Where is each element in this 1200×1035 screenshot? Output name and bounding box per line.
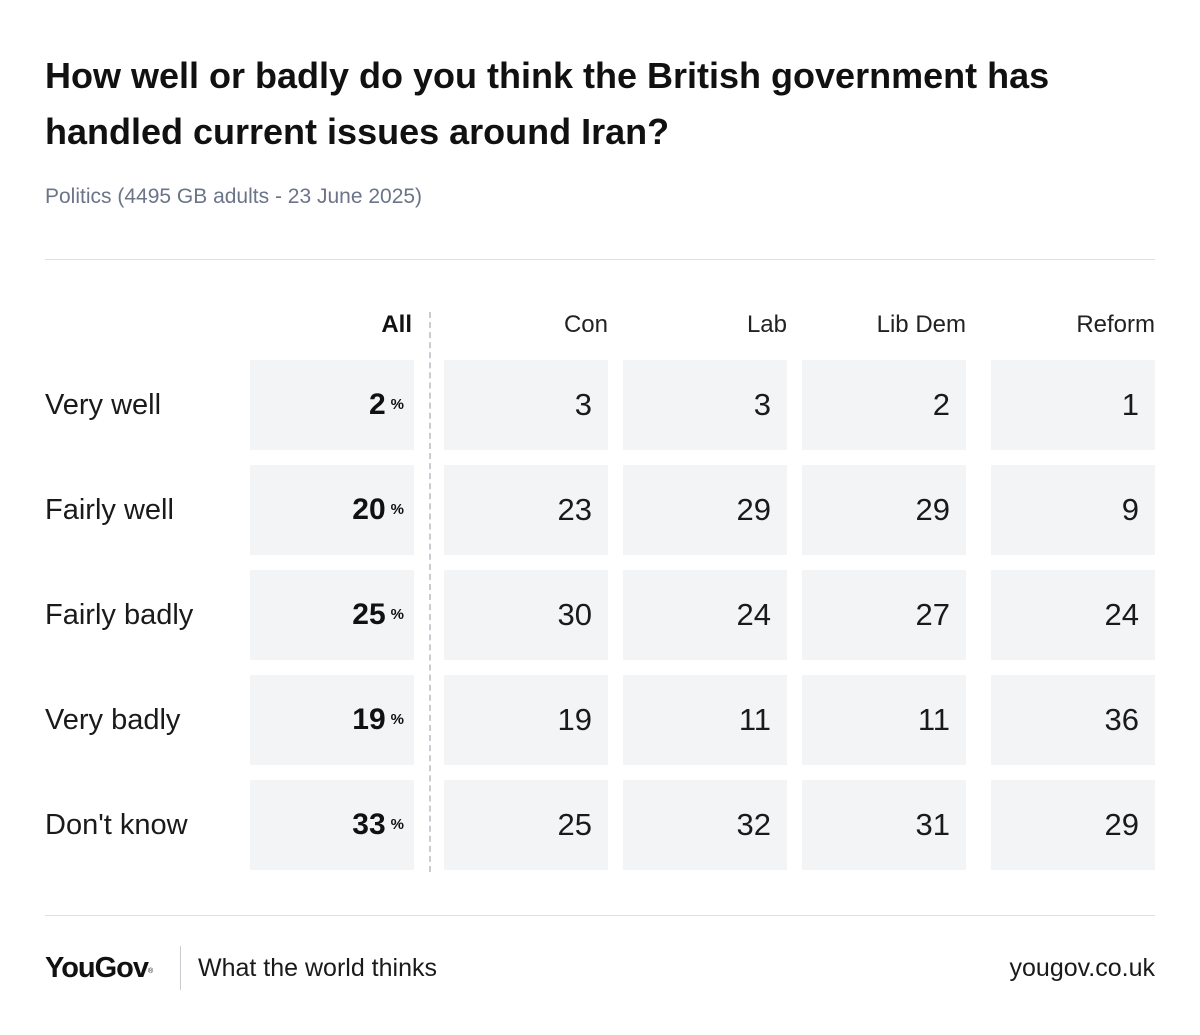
cell-value: 2 bbox=[368, 388, 386, 421]
table-cell: 36 bbox=[991, 675, 1155, 765]
tagline: What the world thinks bbox=[198, 954, 437, 982]
cell-value: 23 bbox=[557, 492, 592, 527]
table-cell: 33% bbox=[250, 780, 414, 870]
percent-sign: % bbox=[390, 605, 404, 623]
chart-title: How well or badly do you think the Briti… bbox=[45, 55, 1050, 152]
table-cell: 31 bbox=[802, 780, 966, 870]
percent-sign: % bbox=[390, 710, 404, 728]
percent-sign: % bbox=[390, 815, 404, 833]
cell-value: 24 bbox=[1104, 597, 1139, 632]
table-cell: 25% bbox=[250, 570, 414, 660]
percent-sign: % bbox=[390, 395, 404, 413]
cell-value: 3 bbox=[574, 387, 592, 422]
table-cell: 3 bbox=[444, 360, 608, 450]
table-cell: 11 bbox=[623, 675, 787, 765]
row-label-very-well: Very well bbox=[45, 389, 162, 421]
yougov-logo: YouGov® bbox=[45, 948, 153, 988]
cell-value: 2 bbox=[932, 387, 950, 422]
cell-value: 11 bbox=[738, 702, 771, 737]
row-label-fairly-badly: Fairly badly bbox=[45, 599, 194, 631]
table-cell: 1 bbox=[991, 360, 1155, 450]
cell-value: 1 bbox=[1121, 387, 1139, 422]
table-cell: 29 bbox=[623, 465, 787, 555]
row-label-fairly-well: Fairly well bbox=[45, 494, 174, 526]
row-label-very-badly: Very badly bbox=[45, 704, 181, 736]
table-cell: 30 bbox=[444, 570, 608, 660]
cell-value: 25 bbox=[557, 807, 592, 842]
column-header-lab: Lab bbox=[746, 311, 787, 338]
site-url: yougov.co.uk bbox=[1009, 954, 1155, 982]
cell-value: 29 bbox=[915, 492, 950, 527]
all-column-divider bbox=[429, 312, 431, 872]
table-cell: 24 bbox=[991, 570, 1155, 660]
cell-value: 30 bbox=[557, 597, 592, 632]
table-cell: 2% bbox=[250, 360, 414, 450]
top-divider bbox=[45, 259, 1155, 260]
cell-value: 19 bbox=[557, 702, 592, 737]
cell-value: 19 bbox=[352, 703, 386, 736]
cell-value: 36 bbox=[1104, 702, 1139, 737]
table-cell: 23 bbox=[444, 465, 608, 555]
cell-value: 32 bbox=[736, 807, 771, 842]
cell-value: 27 bbox=[915, 597, 950, 632]
table-cell: 19% bbox=[250, 675, 414, 765]
logo-divider bbox=[180, 946, 181, 990]
cell-value: 20 bbox=[352, 493, 386, 526]
column-header-lib-dem: Lib Dem bbox=[876, 311, 966, 338]
brand-text: YouGov bbox=[45, 952, 149, 984]
table-cell: 32 bbox=[623, 780, 787, 870]
cell-value: 29 bbox=[1104, 807, 1139, 842]
table-cell: 27 bbox=[802, 570, 966, 660]
row-label-don-t-know: Don't know bbox=[45, 809, 188, 841]
table-cell: 11 bbox=[802, 675, 966, 765]
table-cell: 20% bbox=[250, 465, 414, 555]
bottom-divider bbox=[45, 915, 1155, 916]
cell-value: 29 bbox=[736, 492, 771, 527]
table-cell: 19 bbox=[444, 675, 608, 765]
table-cell: 2 bbox=[802, 360, 966, 450]
table-cell: 25 bbox=[444, 780, 608, 870]
column-header-all: All bbox=[381, 311, 412, 338]
cell-value: 3 bbox=[753, 387, 771, 422]
table-cell: 3 bbox=[623, 360, 787, 450]
trademark-mark: ® bbox=[148, 968, 154, 975]
table-cell: 24 bbox=[623, 570, 787, 660]
cell-value: 33 bbox=[352, 808, 386, 841]
cell-value: 9 bbox=[1121, 492, 1139, 527]
cell-value: 25 bbox=[352, 598, 386, 631]
cell-value: 11 bbox=[917, 702, 950, 737]
cell-value: 31 bbox=[915, 807, 950, 842]
percent-sign: % bbox=[390, 500, 404, 518]
chart-subtitle: Politics (4495 GB adults - 23 June 2025) bbox=[45, 185, 423, 208]
table-cell: 9 bbox=[991, 465, 1155, 555]
column-header-reform: Reform bbox=[1076, 311, 1155, 338]
table-cell: 29 bbox=[991, 780, 1155, 870]
cell-value: 24 bbox=[736, 597, 771, 632]
table-cell: 29 bbox=[802, 465, 966, 555]
column-header-con: Con bbox=[563, 311, 608, 338]
